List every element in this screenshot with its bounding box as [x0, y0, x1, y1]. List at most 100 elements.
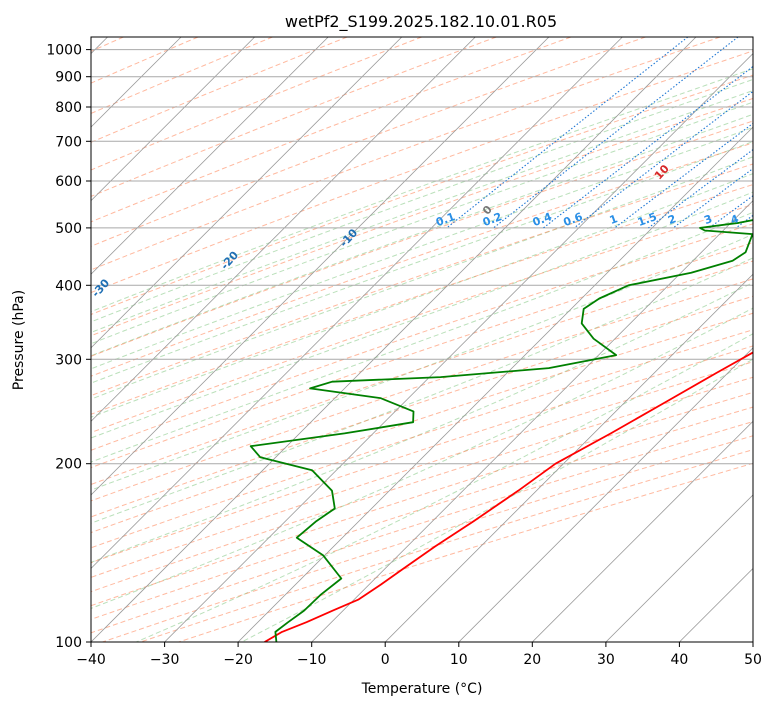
moist-adiabat [91, 140, 753, 384]
profiles [249, 219, 753, 642]
isotherm [91, 37, 476, 422]
dewpoint-profile [249, 219, 753, 642]
x-tick-label: 30 [597, 652, 615, 668]
moist-adiabat [91, 307, 753, 609]
dry-adiabat [91, 278, 753, 502]
mixing-ratio-line [672, 167, 753, 229]
isotherm [311, 200, 753, 642]
moist-adiabat [91, 233, 753, 491]
isotherm [91, 37, 623, 569]
dry-adiabat [91, 37, 348, 143]
x-tick-label: 40 [670, 652, 688, 668]
moist-adiabat [91, 126, 753, 370]
dry-adiabat [91, 345, 753, 564]
isotherm [605, 494, 753, 642]
dry-adiabat [91, 376, 753, 593]
moist-adiabat [91, 211, 753, 463]
dry-adiabat [91, 260, 753, 486]
dry-adiabat [178, 462, 753, 642]
dry-adiabat [91, 74, 753, 316]
mixing-ratio-label: 3 [702, 212, 714, 227]
mixing-ratio-line [493, 37, 739, 229]
dry-adiabat [91, 37, 273, 115]
mixing-ratio-label: 4 [729, 212, 741, 227]
y-tick-label: 800 [55, 100, 82, 116]
dry-adiabat-label: -20 [218, 248, 241, 272]
dry-adiabat [91, 203, 753, 434]
isotherm [91, 37, 403, 349]
moist-adiabat [91, 113, 753, 357]
mixing-ratio-label: 0.2 [481, 210, 504, 229]
y-tick-label: 300 [55, 352, 82, 368]
x-tick-label: 10 [450, 652, 468, 668]
y-tick-label: 1000 [46, 43, 82, 59]
dry-adiabat [91, 163, 753, 397]
mixing-ratio-label: 6 [768, 212, 775, 227]
moist-adiabat [91, 156, 753, 400]
temperature-profile [264, 351, 753, 642]
isotherm [91, 37, 550, 496]
isotherm [384, 273, 753, 642]
dry-adiabat [91, 37, 199, 84]
moist-adiabat [91, 101, 753, 345]
mixing-ratio-line [614, 122, 753, 229]
moist-adiabat [91, 78, 753, 323]
x-axis-label: Temperature (°C) [361, 681, 483, 697]
dry-adiabat [91, 361, 753, 578]
dry-adiabat [91, 37, 422, 171]
dry-adiabat [91, 97, 753, 337]
dry-adiabats [91, 37, 753, 642]
x-tick-label: 50 [744, 652, 762, 668]
isotherm [164, 53, 753, 642]
mixing-ratio-line [446, 37, 689, 229]
dry-adiabat [91, 295, 753, 518]
dry-adiabat-label: 10 [652, 162, 672, 182]
dry-adiabat [91, 184, 753, 415]
dry-adiabat [91, 37, 572, 223]
dry-adiabat [91, 242, 753, 469]
moist-adiabat [91, 173, 753, 418]
dry-adiabat [91, 37, 721, 271]
y-axis-label: Pressure (hPa) [11, 290, 27, 390]
dry-adiabat [91, 312, 753, 534]
dry-adiabat [91, 142, 753, 377]
y-tick-label: 100 [55, 635, 82, 651]
dry-adiabat [91, 37, 646, 247]
dry-adiabat [91, 329, 753, 549]
isotherm [679, 567, 753, 642]
isobars [91, 49, 753, 642]
moist-adiabat [91, 68, 753, 313]
x-tick-label: −20 [223, 652, 253, 668]
plot-area: -100-90-80-70-60-50-40-30-20-10010203040… [91, 37, 775, 642]
x-tick-label: −30 [150, 652, 180, 668]
dry-adiabat-label: -10 [337, 226, 360, 250]
isotherm [91, 37, 329, 275]
moist-adiabat [91, 257, 753, 524]
x-tick-label: 20 [523, 652, 541, 668]
isotherm [532, 420, 753, 642]
moist-adiabat [91, 282, 753, 563]
dry-adiabat [91, 391, 753, 607]
dry-adiabat [91, 37, 497, 197]
mixing-ratio-line [543, 65, 753, 229]
moist-adiabat [91, 90, 753, 334]
x-tick-label: 0 [381, 652, 390, 668]
y-tick-label: 700 [55, 134, 82, 150]
x-axis: −40 −30 −20 −10 0 10 20 30 40 50 [76, 642, 762, 668]
y-tick-label: 400 [55, 278, 82, 294]
mixing-ratio-label: 1 [608, 212, 620, 227]
isotherm [458, 347, 753, 642]
moist-adiabats [91, 68, 753, 642]
dry-adiabat [91, 50, 753, 294]
isotherm [237, 126, 753, 642]
mixing-ratio-label: 0.4 [531, 210, 554, 229]
y-tick-label: 600 [55, 174, 82, 190]
isotherm [91, 37, 255, 202]
dry-adiabat [102, 435, 753, 642]
y-tick-label: 900 [55, 70, 82, 86]
isotherm [752, 641, 753, 642]
y-axis: 100 200 300 400 500 600 700 800 900 1000 [46, 43, 91, 651]
mixing-ratio-label: 1.5 [636, 210, 659, 229]
mixing-ratio-label: 0.6 [562, 210, 585, 229]
isotherms [91, 37, 753, 642]
